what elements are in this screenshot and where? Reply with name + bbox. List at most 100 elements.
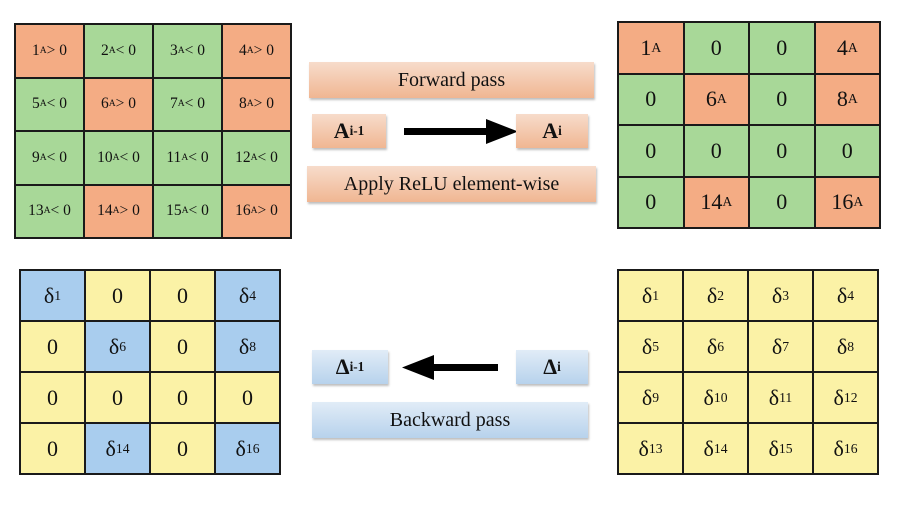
cell-value: δ [771, 282, 783, 308]
matrix-cell: 0 [21, 373, 84, 422]
matrix-cell: δ 10 [684, 373, 747, 422]
cell-value: δ [238, 333, 250, 359]
matrix-cell: 0 [750, 177, 814, 227]
cell-condition: < 0 [184, 95, 206, 113]
matrix-cell: 0 [86, 271, 149, 320]
cell-value: δ [703, 435, 714, 461]
matrix-cell: δ 15 [749, 424, 812, 473]
cell-value: δ [836, 333, 848, 359]
matrix-cell: 0 [619, 177, 683, 227]
cell-value: 0 [776, 34, 788, 60]
matrix-cell: 4 A > 0 [223, 25, 290, 77]
cell-index: 6 [100, 95, 109, 113]
matrix-cell: 0 [151, 271, 214, 320]
matrix-cell: δ 16 [216, 424, 279, 473]
matrix-cell: 0 [21, 322, 84, 371]
cell-index: 11 [166, 148, 182, 166]
cell-value: δ [768, 384, 780, 410]
cell-index: 15 [166, 202, 182, 220]
cell-index: 12 [235, 148, 251, 166]
cell-value: 8 [836, 86, 848, 112]
cell-value: 0 [841, 137, 853, 163]
cell-index: 4 [238, 41, 247, 59]
backward-arrow-icon [402, 355, 498, 380]
cell-condition: < 0 [115, 41, 137, 59]
matrix-cell: δ 12 [814, 373, 877, 422]
relu-caption: Apply ReLU element-wise [307, 166, 596, 202]
matrix-cell: 0 [216, 373, 279, 422]
cell-condition: < 0 [184, 41, 206, 59]
matrix-cell: 7 A < 0 [154, 78, 221, 130]
cell-value: 0 [47, 384, 58, 410]
matrix-cell: 0 [619, 74, 683, 124]
cell-value: 16 [831, 189, 854, 215]
activation-matrix: 1 A 0 0 4 A 0 6 A 0 8 A 0 0 0 0 0 14 A 0 16 A [617, 21, 881, 229]
matrix-cell: δ 16 [814, 424, 877, 473]
cell-value: 0 [177, 435, 188, 461]
cell-value: δ [703, 384, 714, 410]
cell-condition: > 0 [115, 95, 137, 113]
cell-condition: > 0 [257, 202, 278, 220]
cell-value: 0 [645, 86, 657, 112]
cell-condition: < 0 [188, 202, 209, 220]
cell-value: 0 [645, 189, 657, 215]
cell-condition: > 0 [253, 95, 275, 113]
cell-condition: < 0 [46, 148, 68, 166]
cell-condition: < 0 [257, 148, 278, 166]
matrix-cell: 0 [750, 74, 814, 124]
cell-value: 0 [177, 384, 188, 410]
cell-value: δ [235, 435, 246, 461]
cell-value: δ [836, 282, 848, 308]
cell-value: 14 [700, 189, 723, 215]
cell-condition: > 0 [46, 41, 68, 59]
cell-value: 0 [47, 435, 58, 461]
matrix-cell: 1 A > 0 [16, 25, 83, 77]
cell-value: 4 [836, 34, 848, 60]
backward-input-base: Δ [543, 354, 558, 379]
matrix-cell: 0 [684, 126, 748, 176]
cell-value: 6 [705, 86, 717, 112]
cell-index: 14 [97, 202, 113, 220]
matrix-cell: δ 14 [684, 424, 747, 473]
matrix-cell: 9 A < 0 [16, 132, 83, 184]
matrix-cell: 0 [151, 424, 214, 473]
cell-value: 0 [776, 86, 788, 112]
cell-index: 5 [31, 95, 40, 113]
cell-value: δ [638, 435, 649, 461]
cell-condition: > 0 [119, 202, 140, 220]
cell-index: 13 [28, 202, 44, 220]
cell-condition: < 0 [50, 202, 71, 220]
cell-value: δ [706, 282, 718, 308]
cell-value: 0 [776, 137, 788, 163]
cell-value: 0 [710, 137, 722, 163]
cell-value: 0 [177, 282, 188, 308]
cell-index: 16 [235, 202, 251, 220]
matrix-cell: 0 [151, 373, 214, 422]
forward-arrow-icon [404, 119, 518, 144]
cell-value: 0 [112, 384, 123, 410]
cell-index: 10 [97, 148, 113, 166]
matrix-cell: 16 A [815, 177, 879, 227]
matrix-cell: 10 A < 0 [85, 132, 152, 184]
cell-value: δ [771, 333, 783, 359]
cell-value: δ [108, 333, 120, 359]
cell-index: 2 [100, 41, 109, 59]
